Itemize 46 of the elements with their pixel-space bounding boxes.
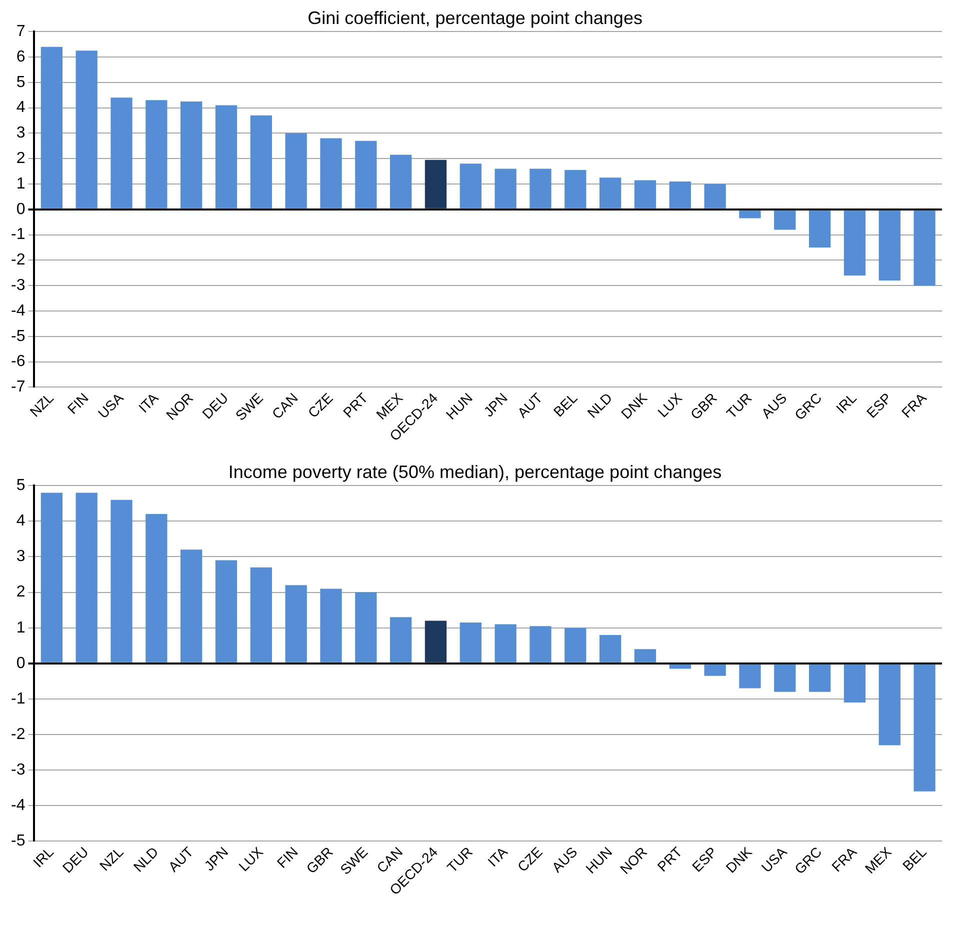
y-tick-label: 2 [16,584,26,601]
x-tick-label: NZL [26,390,57,420]
x-tick-label: NZL [96,844,127,874]
y-tick-label: -5 [10,832,26,850]
y-tick-label: -6 [10,353,26,370]
x-tick-label: USA [94,389,127,422]
y-tick-label: -3 [10,761,26,778]
x-tick-label: JPN [480,390,510,420]
y-tick-label: 2 [16,150,26,168]
x-tick-label: ITA [135,389,162,416]
x-tick-label: IRL [30,844,57,870]
y-tick-label: -1 [10,690,26,708]
y-tick-label: 7 [16,23,26,40]
y-tick-label: -7 [10,378,26,396]
x-tick-label: FIN [274,844,301,871]
y-tick-label: 1 [16,175,26,192]
y-tick-label: 3 [16,124,26,142]
x-tick-label: FRA [828,843,860,875]
y-tick-label: 4 [16,99,26,116]
y-tick-label: -2 [10,252,26,269]
chart-title: Income poverty rate (50% median), percentage point changes [228,462,722,482]
x-tick-label: TUR [444,844,476,876]
x-tick-label: USA [758,843,790,876]
y-tick-label: -5 [10,328,26,345]
y-tick-label: 0 [16,200,26,218]
y-tick-label: -3 [10,277,26,294]
y-tick-label: -4 [10,302,26,320]
y-tick-label: 4 [16,512,26,530]
x-tick-label: BEL [899,844,930,874]
y-tick-label: 5 [16,477,26,494]
x-tick-label: FIN [64,390,92,417]
y-tick-label: -2 [10,726,26,743]
y-tick-label: 3 [16,548,26,566]
y-tick-label: 6 [16,48,26,66]
y-tick-label: 5 [16,74,26,91]
x-tick-label: JPN [201,844,232,874]
x-tick-label: IRL [832,390,860,416]
x-tick-label: BEL [550,390,580,420]
chart-title: Gini coefficient, percentage point changes [308,8,642,28]
y-tick-label: -1 [10,226,26,244]
y-tick-label: 0 [16,654,26,672]
x-tick-label: TUR [723,390,755,422]
y-tick-label: 1 [16,619,26,636]
y-tick-label: -4 [10,797,26,814]
x-tick-label: ITA [484,843,511,870]
x-tick-label: FRA [898,389,930,421]
